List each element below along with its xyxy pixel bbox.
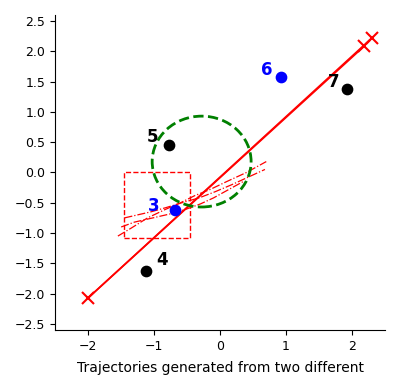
Point	[172, 207, 178, 213]
Text: 6: 6	[260, 60, 272, 78]
X-axis label: Trajectories generated from two different: Trajectories generated from two differen…	[77, 361, 364, 375]
Text: 7: 7	[328, 73, 339, 90]
Point	[278, 74, 284, 80]
Point	[166, 142, 172, 148]
Text: 5: 5	[147, 128, 158, 146]
Text: 4: 4	[156, 251, 168, 269]
Point	[143, 268, 150, 274]
Bar	[124, 172, 190, 238]
Text: 3: 3	[148, 197, 160, 215]
Point	[344, 86, 350, 92]
